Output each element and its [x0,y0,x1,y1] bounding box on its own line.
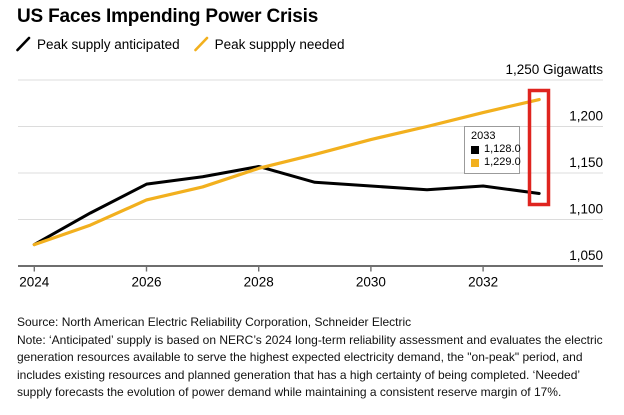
line-peak-supply-needed [32,97,541,247]
tooltip: 2033 1,128.0 1,229.0 [464,126,521,174]
y-tick-label: 1,150 [569,155,603,170]
legend-label-needed: Peak suppply needed [214,36,345,52]
source-line: Source: North American Electric Reliabil… [17,315,412,329]
footer: Source: North American Electric Reliabil… [17,314,609,402]
chart-svg: 1,050 1,100 1,150 1,200 1,250 Gigawatts 2024… [18,62,603,290]
legend-item-anticipated: Peak supply anticipated [16,36,180,52]
yellow-line-swatch-icon [193,36,208,52]
black-line-swatch-icon [16,36,31,52]
tooltip-value-anticipated: 1,128.0 [484,143,521,155]
x-tick-label: 2030 [356,275,386,290]
highlight-layer [527,88,551,207]
x-tick-label: 2024 [19,275,50,290]
highlight-rect [527,88,551,207]
y-tick-label: 1,200 [569,109,603,124]
tooltip-value-needed: 1,229.0 [484,156,521,168]
y-tick-label: 1,100 [569,202,603,217]
x-axis: 2024 2026 2028 2030 2032 [18,265,603,290]
series-lines [32,97,541,247]
y-axis-labels: 1,050 1,100 1,150 1,200 1,250 Gigawatts [505,62,603,263]
tooltip-swatch-yellow [471,158,479,167]
line-peak-supply-anticipated [32,164,541,247]
x-tick-label: 2026 [131,275,161,290]
legend-label-anticipated: Peak supply anticipated [37,36,180,52]
tooltip-row-anticipated: 1,128.0 [471,143,521,156]
tooltip-year: 2033 [471,130,496,142]
legend-item-needed: Peak suppply needed [193,36,345,52]
chart-title: US Faces Impending Power Crisis [17,6,319,27]
x-tick-label: 2028 [244,275,274,290]
tooltip-row-needed: 1,229.0 [471,156,521,169]
x-tick-label: 2032 [468,275,498,290]
y-tick-label: 1,250 Gigawatts [505,62,603,77]
legend: Peak supply anticipated Peak suppply nee… [16,36,344,52]
note-text: Note: ‘Anticipated’ supply is based on N… [17,332,603,400]
tooltip-swatch-black [471,145,479,154]
y-tick-label: 1,050 [569,248,603,263]
